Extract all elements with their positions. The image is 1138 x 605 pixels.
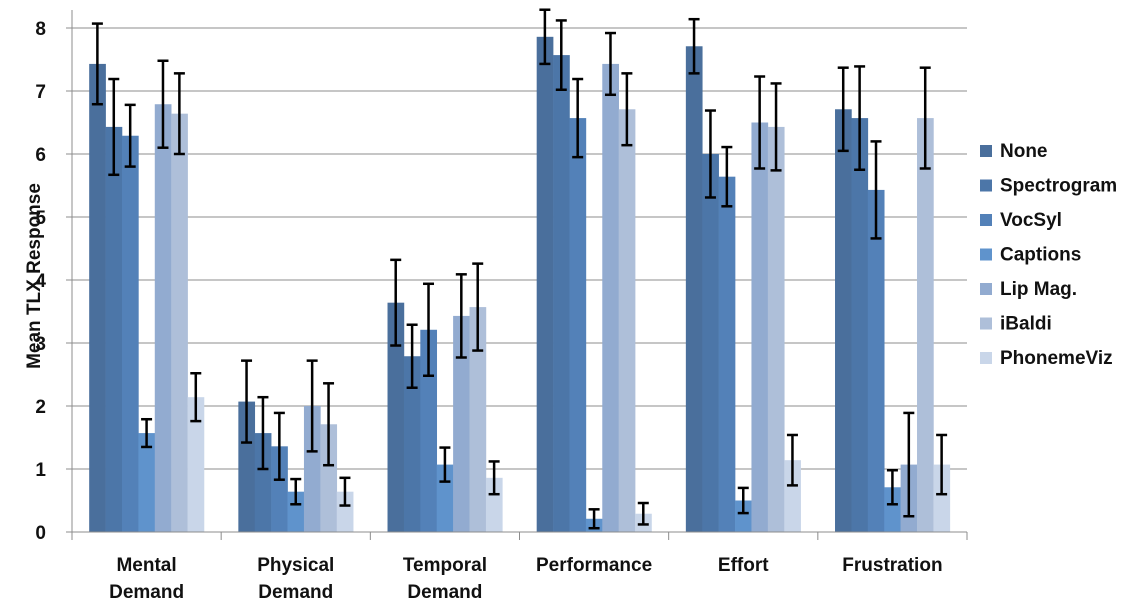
x-tick-label: Physical: [257, 555, 334, 576]
bar: [303, 406, 321, 532]
bar: [851, 118, 869, 532]
bar: [718, 176, 736, 532]
legend-label: Lip Mag.: [1000, 279, 1077, 300]
axes: 0 1 2 3 4 5 6 7 8 Mental Demand Physical Demand Tempo…: [35, 10, 968, 603]
bar: [685, 46, 703, 533]
legend-label: Spectrogram: [1000, 176, 1117, 197]
bar: [138, 433, 156, 532]
bar: [469, 307, 487, 532]
bar: [767, 126, 785, 532]
legend-swatch: [980, 145, 992, 157]
y-tick-label: 4: [35, 271, 46, 292]
x-tick-label: Frustration: [842, 555, 942, 576]
legend-swatch: [980, 352, 992, 364]
bar: [917, 118, 934, 532]
bar: [702, 154, 719, 532]
legend-swatch: [980, 283, 992, 295]
x-tick-label: Performance: [536, 555, 652, 576]
y-tick-label: 8: [35, 19, 46, 40]
bar: [618, 109, 636, 533]
bar: [320, 424, 338, 532]
bar: [933, 464, 951, 532]
bar: [420, 329, 438, 532]
bar: [735, 500, 752, 532]
bar: [884, 487, 901, 532]
bar: [553, 55, 570, 533]
bar: [187, 397, 205, 532]
bar: [287, 491, 305, 532]
bar: [336, 491, 354, 532]
bar: [569, 118, 587, 532]
y-tick-label: 1: [35, 460, 46, 481]
bar: [453, 315, 470, 532]
bar: [784, 460, 801, 532]
legend: None Spectrogram VocSyl Captions Lip Mag. iBa…: [980, 141, 1117, 369]
legend-swatch: [980, 317, 992, 330]
y-tick-label: 7: [35, 82, 46, 103]
legend-swatch: [980, 214, 992, 226]
legend-label: iBaldi: [1000, 314, 1052, 335]
y-tick-label: 2: [35, 397, 46, 418]
y-tick-label: 0: [35, 523, 46, 544]
bar: [171, 113, 188, 533]
x-tick-label: Demand: [258, 582, 333, 603]
legend-swatch: [980, 248, 992, 261]
bar: [403, 356, 421, 532]
y-tick-label: 6: [35, 145, 46, 166]
bar: [867, 189, 885, 532]
gridlines: [72, 27, 967, 470]
x-tick-label: Demand: [109, 582, 184, 603]
bars: [89, 36, 951, 533]
legend-swatch: [980, 179, 992, 192]
x-tick-label: Effort: [718, 555, 769, 576]
legend-label: PhonemeViz: [1000, 348, 1113, 369]
y-tick-label: 3: [35, 334, 46, 355]
bar: [271, 446, 288, 532]
bar: [238, 401, 256, 532]
legend-label: None: [1000, 141, 1048, 162]
bar: [154, 104, 172, 532]
y-axis-title: Mean TLX Response: [24, 183, 45, 369]
error-bars: [91, 8, 948, 530]
legend-label: Captions: [1000, 245, 1081, 266]
x-tick-label: Mental: [116, 555, 176, 576]
bar: [835, 109, 852, 533]
bar: [254, 433, 272, 532]
x-tick-label: Demand: [407, 582, 482, 603]
x-tick-label: Temporal: [403, 555, 487, 576]
bar: [751, 122, 769, 532]
bar: [602, 63, 619, 532]
bar: [536, 36, 554, 532]
legend-label: VocSyl: [1000, 210, 1062, 231]
bar: [89, 63, 106, 532]
y-tick-label: 5: [35, 208, 46, 229]
bar: [105, 126, 123, 532]
bar: [485, 477, 503, 532]
bar: [121, 135, 139, 533]
bar: [387, 302, 405, 532]
